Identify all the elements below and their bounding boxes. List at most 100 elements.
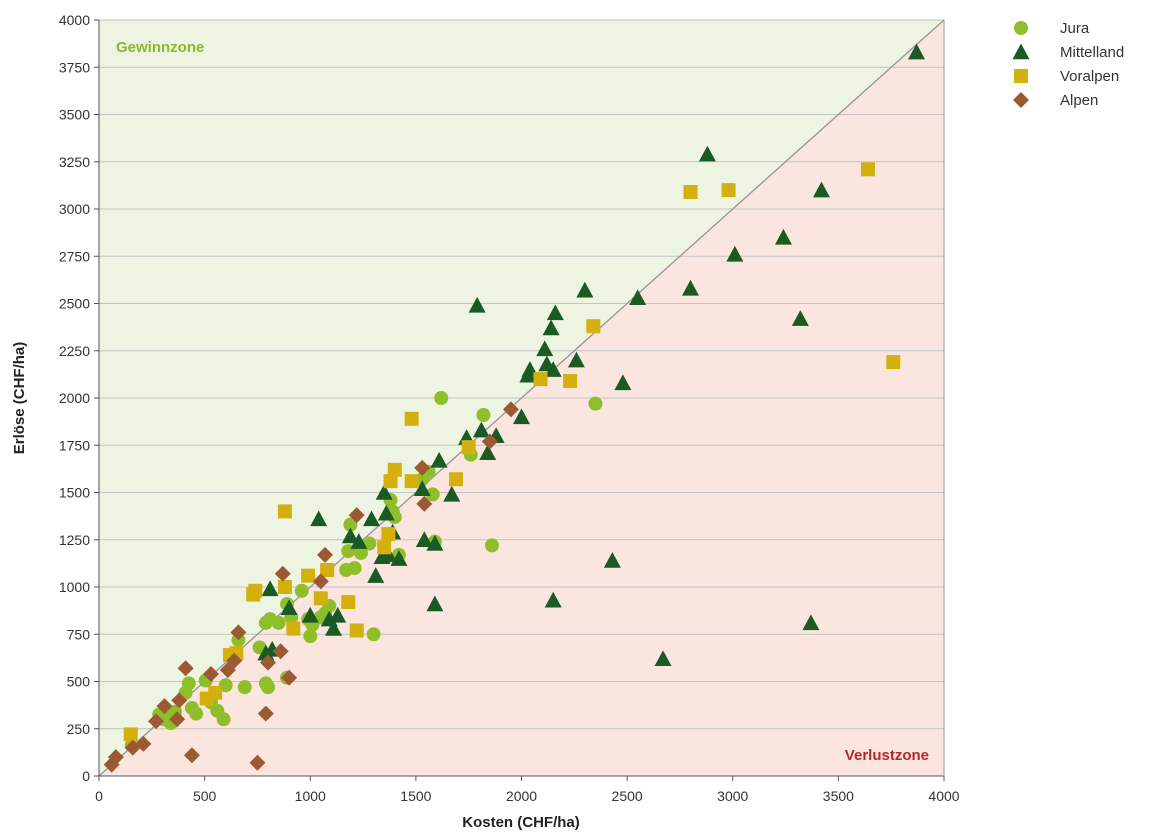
mittelland-point	[426, 595, 444, 612]
x-tick-label: 2000	[506, 788, 537, 804]
legend-item-jura: Jura	[1014, 20, 1090, 37]
mittelland-point	[802, 614, 820, 631]
voralpen-point	[123, 727, 138, 742]
mittelland-point	[301, 606, 319, 623]
alpen-point	[312, 573, 329, 590]
alpen-point	[416, 495, 433, 512]
voralpen-point	[208, 685, 223, 700]
voralpen-point	[248, 583, 263, 598]
mittelland-point	[698, 145, 716, 162]
x-tick-label: 1500	[400, 788, 431, 804]
y-tick-label: 3000	[59, 201, 90, 217]
y-tick-label: 1500	[59, 485, 90, 501]
y-tick-label: 750	[67, 626, 91, 642]
y-tick-label: 2500	[59, 296, 90, 312]
mittelland-point	[367, 567, 385, 583]
mittelland-point	[350, 533, 368, 549]
alpen-point	[274, 565, 291, 582]
alpen-point	[202, 665, 219, 682]
mittelland-point	[774, 228, 792, 245]
mittelland-point	[390, 550, 408, 566]
alpen-point	[107, 749, 124, 766]
y-tick-label: 500	[67, 674, 91, 690]
jura-point	[588, 396, 603, 411]
alpen-point	[148, 713, 165, 730]
x-tick-label: 3500	[823, 788, 854, 804]
axis-ticks: 0 250 500 750 1000 1250 1500 1750 2000 2250 2500 27…	[59, 12, 960, 804]
alpen-point	[260, 654, 276, 671]
x-tick-label: 4000	[928, 788, 959, 804]
y-tick-label: 2250	[59, 343, 90, 359]
jura-point	[261, 680, 275, 695]
jura-point	[181, 676, 196, 691]
legend-triangle-icon	[1012, 43, 1030, 60]
mittelland-point	[629, 289, 647, 306]
jura-point	[434, 391, 449, 405]
x-tick-label: 0	[95, 788, 103, 804]
alpen-point	[414, 459, 431, 476]
voralpen-point	[860, 162, 875, 177]
jura-point	[476, 408, 491, 423]
voralpen-point	[404, 411, 419, 426]
mittelland-point	[544, 591, 562, 608]
mittelland-point	[468, 296, 486, 313]
voralpen-point	[886, 355, 901, 370]
alpen-point	[135, 735, 152, 752]
y-tick-label: 2000	[59, 390, 90, 406]
alpen-point	[272, 643, 289, 660]
gain-zone-label: Gewinnzone	[116, 39, 204, 56]
mittelland-point	[603, 552, 621, 568]
mittelland-point	[726, 245, 744, 262]
mittelland-point	[472, 421, 490, 438]
mittelland-point	[682, 279, 699, 296]
mittelland-point	[413, 480, 431, 496]
alpen-point	[257, 705, 274, 722]
jura-point	[425, 487, 440, 502]
mittelland-point	[542, 319, 560, 336]
mittelland-point	[280, 599, 298, 616]
alpen-point	[226, 652, 243, 669]
jura-point	[353, 545, 368, 560]
jura-point	[484, 538, 499, 553]
mittelland-point	[576, 281, 594, 298]
y-tick-label: 3500	[59, 107, 90, 123]
mittelland-point	[544, 361, 562, 377]
legend-item-voralpen: Voralpen	[1014, 68, 1119, 85]
mittelland-point	[536, 340, 554, 357]
voralpen-point	[721, 183, 736, 198]
mittelland-point	[261, 580, 279, 597]
mittelland-point	[324, 620, 342, 636]
voralpen-point	[313, 591, 328, 606]
jura-point	[294, 583, 309, 598]
x-axis-title: Kosten (CHF/ha)	[462, 814, 580, 831]
mittelland-point	[426, 535, 444, 551]
jura-point	[303, 629, 318, 644]
alpen-point	[183, 747, 200, 764]
x-tick-label: 3000	[717, 788, 748, 804]
alpen-point	[281, 669, 298, 686]
mittelland-point	[614, 374, 632, 391]
mittelland-point	[375, 484, 393, 500]
voralpen-point	[277, 580, 292, 594]
mittelland-point	[908, 43, 926, 60]
alpen-point	[249, 754, 266, 771]
legend-item-mittelland: Mittelland	[1012, 43, 1124, 61]
legend-item-alpen: Alpen	[1013, 92, 1098, 109]
voralpen-point	[286, 621, 301, 636]
voralpen-point	[563, 373, 578, 388]
mittelland-point	[654, 650, 672, 667]
voralpen-point	[381, 527, 396, 542]
loss-zone-label: Verlustzone	[845, 747, 929, 764]
mittelland-point	[812, 181, 830, 198]
series-voralpen	[123, 162, 901, 742]
voralpen-point	[533, 372, 548, 387]
legend: Jura Mittelland Voralpen Alpen	[1012, 20, 1124, 109]
y-tick-label: 0	[82, 768, 90, 784]
jura-point	[216, 712, 231, 727]
y-axis-title: Erlöse (CHF/ha)	[11, 342, 28, 455]
legend-label: Alpen	[1060, 92, 1098, 109]
legend-diamond-icon	[1013, 92, 1029, 108]
jura-point	[387, 510, 402, 525]
voralpen-point	[349, 623, 364, 638]
